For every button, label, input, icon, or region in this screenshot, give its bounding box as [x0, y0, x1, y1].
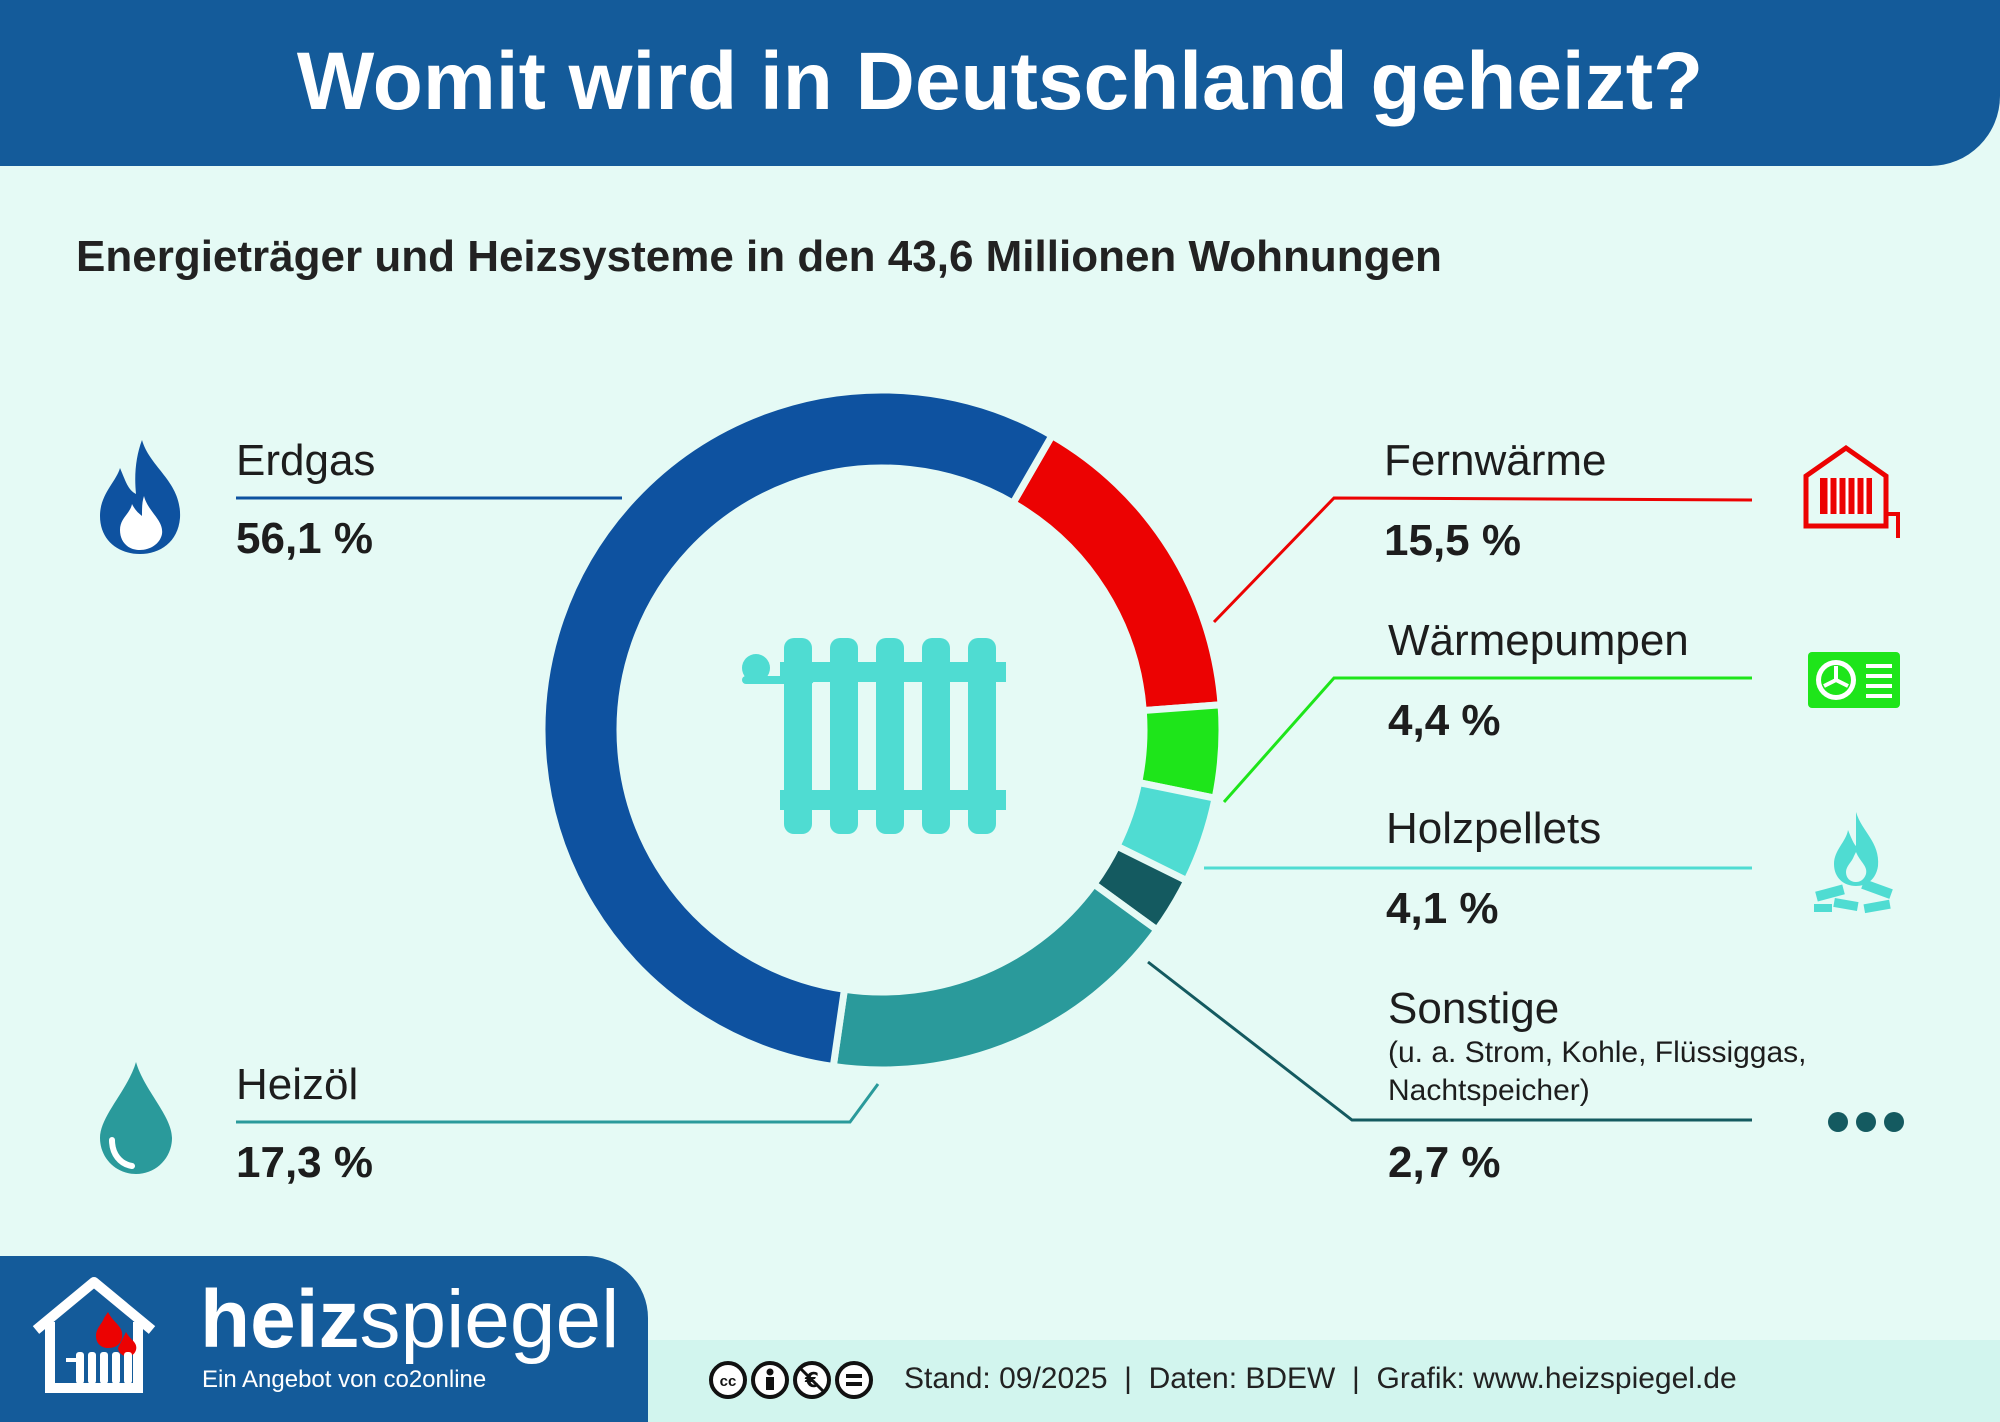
brand-tagline: Ein Angebot von co2online: [202, 1366, 487, 1393]
leader-sonstige: [1147, 960, 1752, 1122]
label-fernwaerme: Fernwärme: [1384, 436, 1607, 485]
donut-slice-erdgas: [538, 386, 1057, 1071]
brand-light: spiegel: [359, 1274, 620, 1365]
label-heizoel: Heizöl: [236, 1060, 359, 1109]
chart-subtitle: Energieträger und Heizsysteme in den 43,…: [76, 232, 1442, 281]
value-erdgas: 56,1 %: [236, 514, 373, 563]
leader-fernwaerme: [1212, 496, 1753, 624]
donut-slice-heiz-l: [829, 879, 1162, 1074]
more-dots-icon: [1828, 1112, 1904, 1132]
license-icons: cc €: [709, 1361, 873, 1399]
label-sonstige: Sonstige: [1388, 984, 1560, 1033]
cc-icon: cc: [709, 1361, 747, 1399]
brand-wordmark: heizspiegel: [200, 1270, 619, 1370]
label-erdgas: Erdgas: [236, 436, 376, 485]
value-heizoel: 17,3 %: [236, 1138, 373, 1187]
page-title: Womit wird in Deutschland geheizt?: [296, 36, 1704, 127]
label-holzpellets: Holzpellets: [1386, 804, 1602, 853]
leader-heizoel: [236, 1083, 880, 1124]
value-waermepumpen: 4,4 %: [1388, 696, 1501, 745]
nd-icon: [835, 1361, 873, 1399]
nc-icon: €: [793, 1361, 831, 1399]
label-waermepumpen: Wärmepumpen: [1388, 616, 1689, 665]
footer-credit: Stand: 09/2025 | Daten: BDEW | Grafik: w…: [904, 1362, 1737, 1395]
value-holzpellets: 4,1 %: [1386, 884, 1499, 933]
pellet-fire-icon: [1814, 812, 1893, 914]
brand-bold: heiz: [200, 1274, 360, 1365]
district-heating-icon: [1803, 444, 1900, 538]
donut-slice-fernw-rme: [1008, 430, 1225, 715]
flame-icon: [100, 440, 181, 554]
by-icon: [751, 1361, 789, 1399]
value-sonstige: 2,7 %: [1388, 1138, 1501, 1187]
leader-waermepumpen: [1222, 676, 1752, 803]
heat-pump-icon: [1808, 652, 1900, 708]
header-banner: Womit wird in Deutschland geheizt?: [0, 0, 2000, 166]
value-fernwaerme: 15,5 %: [1384, 516, 1521, 565]
svg-text:cc: cc: [720, 1373, 737, 1390]
oil-drop-icon: [100, 1062, 172, 1174]
note-sonstige: (u. a. Strom, Kohle, Flüssiggas, Nachtsp…: [1388, 1036, 1807, 1107]
radiator-icon: [742, 638, 1006, 834]
footer-bar: [648, 1340, 2000, 1422]
heizspiegel-logo-icon: [32, 1277, 156, 1393]
